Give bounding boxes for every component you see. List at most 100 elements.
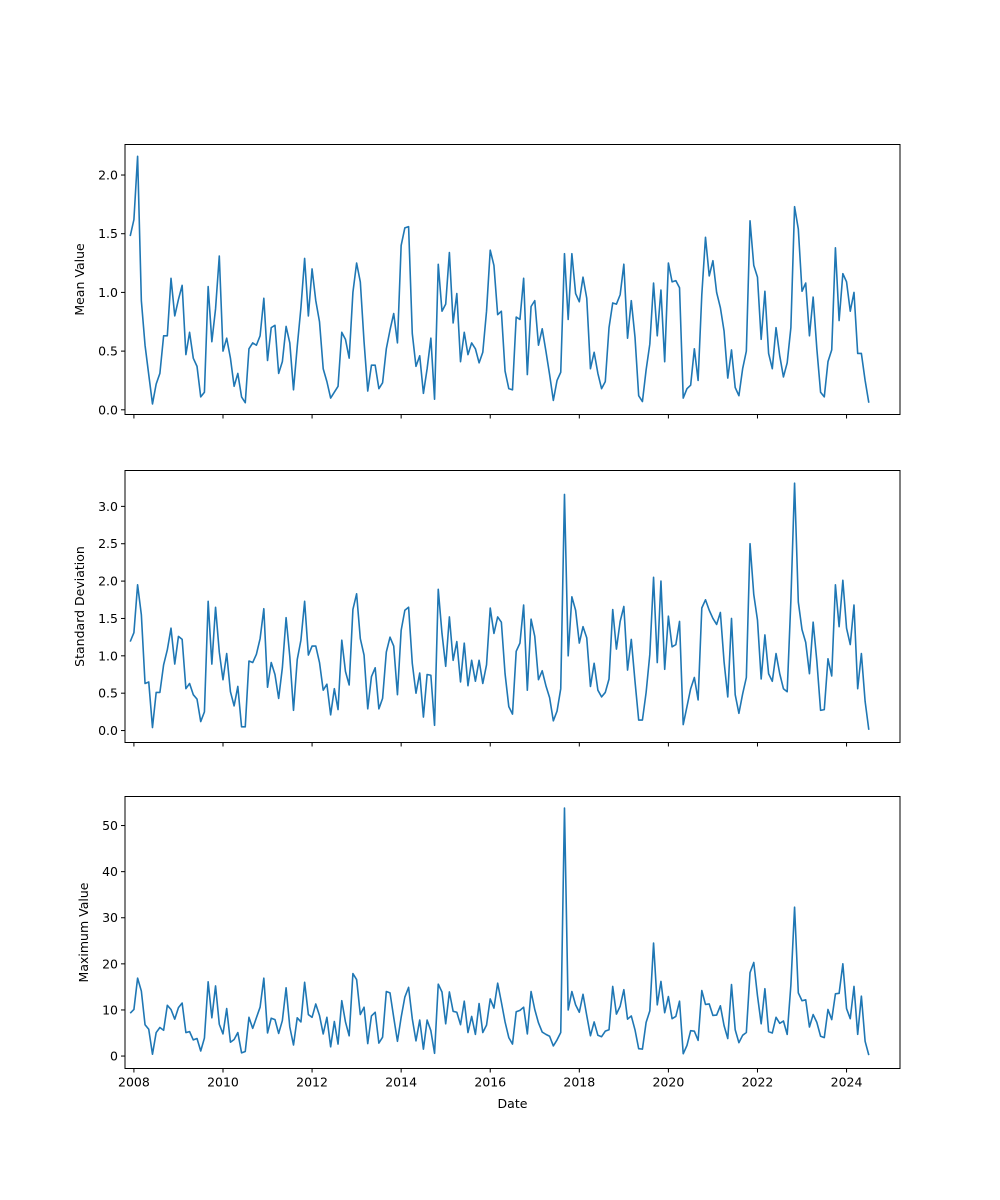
mean-value-data-point xyxy=(512,389,514,391)
mean-value-data-point xyxy=(638,395,640,397)
mean-value-data-point xyxy=(679,287,681,289)
mean-value-data-point xyxy=(456,293,458,295)
mean-value-data-point xyxy=(445,303,447,305)
maximum-value-data-point xyxy=(200,1050,202,1052)
standard-deviation-data-point xyxy=(200,721,202,723)
maximum-value-data-point xyxy=(449,991,451,993)
maximum-value-data-point xyxy=(775,1017,777,1019)
maximum-value-data-point xyxy=(790,984,792,986)
standard-deviation-data-point xyxy=(549,697,551,699)
standard-deviation-data-point xyxy=(556,710,558,712)
standard-deviation-data-point xyxy=(141,614,143,616)
mean-value-x-axis xyxy=(133,414,848,419)
standard-deviation-data-point xyxy=(608,678,610,680)
mean-value-data-point xyxy=(642,401,644,403)
mean-value-data-point xyxy=(181,285,183,287)
standard-deviation-data-point xyxy=(382,698,384,700)
standard-deviation-data-point xyxy=(185,688,187,690)
standard-deviation-data-point xyxy=(178,636,180,638)
mean-value-data-point xyxy=(155,383,157,385)
maximum-value-data-point xyxy=(697,1040,699,1042)
mean-value-y-tick-label: 2.0 xyxy=(98,168,118,183)
standard-deviation-data-point xyxy=(478,660,480,662)
standard-deviation-data-point xyxy=(590,686,592,688)
standard-deviation-data-point xyxy=(772,680,774,682)
standard-deviation-data-point xyxy=(690,688,692,690)
maximum-value-data-point xyxy=(575,1004,577,1006)
maximum-value-data-point xyxy=(504,1021,506,1023)
mean-value-data-point xyxy=(630,300,632,302)
mean-value-data-point xyxy=(612,302,614,304)
mean-value-data-point xyxy=(582,276,584,278)
standard-deviation-data-point xyxy=(541,670,543,672)
mean-value-data-point xyxy=(411,333,413,335)
standard-deviation-data-point xyxy=(393,645,395,647)
standard-deviation-data-point xyxy=(642,719,644,721)
maximum-value-data-point xyxy=(475,1034,477,1036)
maximum-value-data-point xyxy=(794,906,796,908)
standard-deviation-data-point xyxy=(256,654,258,656)
mean-value-data-point xyxy=(708,275,710,277)
mean-value-data-point xyxy=(189,332,191,334)
mean-value-data-point xyxy=(489,249,491,251)
standard-deviation-data-point xyxy=(545,685,547,687)
mean-value-data-point xyxy=(820,391,822,393)
standard-deviation-data-point xyxy=(575,609,577,611)
maximum-value-data-point xyxy=(642,1048,644,1050)
standard-deviation-data-point xyxy=(504,673,506,675)
mean-value-data-point xyxy=(137,155,139,157)
standard-deviation-data-point xyxy=(586,637,588,639)
maximum-value-data-point xyxy=(864,1041,866,1043)
maximum-value-data-point xyxy=(215,985,217,987)
maximum-value-x-tick-label: 2018 xyxy=(563,1075,595,1090)
maximum-value-data-point xyxy=(278,1033,280,1035)
standard-deviation-data-point xyxy=(463,642,465,644)
mean-value-data-point xyxy=(775,327,777,329)
mean-value-data-point xyxy=(330,397,332,399)
mean-value-data-point xyxy=(159,373,161,375)
mean-value-data-point xyxy=(604,381,606,383)
standard-deviation-data-point xyxy=(671,646,673,648)
standard-deviation-data-point xyxy=(645,692,647,694)
maximum-value-data-point xyxy=(731,984,733,986)
standard-deviation-data-point xyxy=(593,662,595,664)
mean-value-data-point xyxy=(497,314,499,316)
maximum-value-y-tick-label: 20 xyxy=(102,956,118,971)
mean-value-data-point xyxy=(230,357,232,359)
standard-deviation-data-point xyxy=(812,621,814,623)
standard-deviation-data-point xyxy=(259,638,261,640)
standard-deviation-data-point xyxy=(163,664,165,666)
maximum-value-data-point xyxy=(638,1048,640,1050)
standard-deviation-data-point xyxy=(411,662,413,664)
mean-value-data-point xyxy=(798,228,800,230)
mean-value-data-point xyxy=(218,255,220,257)
mean-value-data-point xyxy=(515,316,517,318)
standard-deviation-y-axis: 0.0 0.5 1.0 1.5 2.0 2.5 3.0 xyxy=(98,499,125,738)
maximum-value-data-point xyxy=(746,1032,748,1034)
mean-value-data-point xyxy=(129,235,131,237)
mean-value-data-point xyxy=(308,315,310,317)
standard-deviation-data-point xyxy=(823,709,825,711)
standard-deviation-data-point xyxy=(508,706,510,708)
maximum-value-data-point xyxy=(653,942,655,944)
mean-value-data-point xyxy=(671,281,673,283)
maximum-value-data-point xyxy=(734,1029,736,1031)
standard-deviation-data-point xyxy=(423,716,425,718)
standard-deviation-x-axis xyxy=(133,742,848,747)
standard-deviation-y-tick-label: 1.5 xyxy=(98,611,118,626)
mean-value-data-point xyxy=(196,366,198,368)
mean-value-data-point xyxy=(222,350,224,352)
mean-value-data-point xyxy=(133,219,135,221)
standard-deviation-data-point xyxy=(196,698,198,700)
mean-value-data-point xyxy=(382,382,384,384)
standard-deviation-data-point xyxy=(174,663,176,665)
mean-value-data-point xyxy=(701,294,703,296)
standard-deviation-data-point xyxy=(712,618,714,620)
maximum-value-data-point xyxy=(196,1038,198,1040)
standard-deviation-data-point xyxy=(389,636,391,638)
mean-value-data-point xyxy=(801,290,803,292)
maximum-value-data-point xyxy=(348,1035,350,1037)
mean-value-y-tick-label: 1.0 xyxy=(98,285,118,300)
maximum-value-data-point xyxy=(686,1045,688,1047)
standard-deviation-data-point xyxy=(493,633,495,635)
